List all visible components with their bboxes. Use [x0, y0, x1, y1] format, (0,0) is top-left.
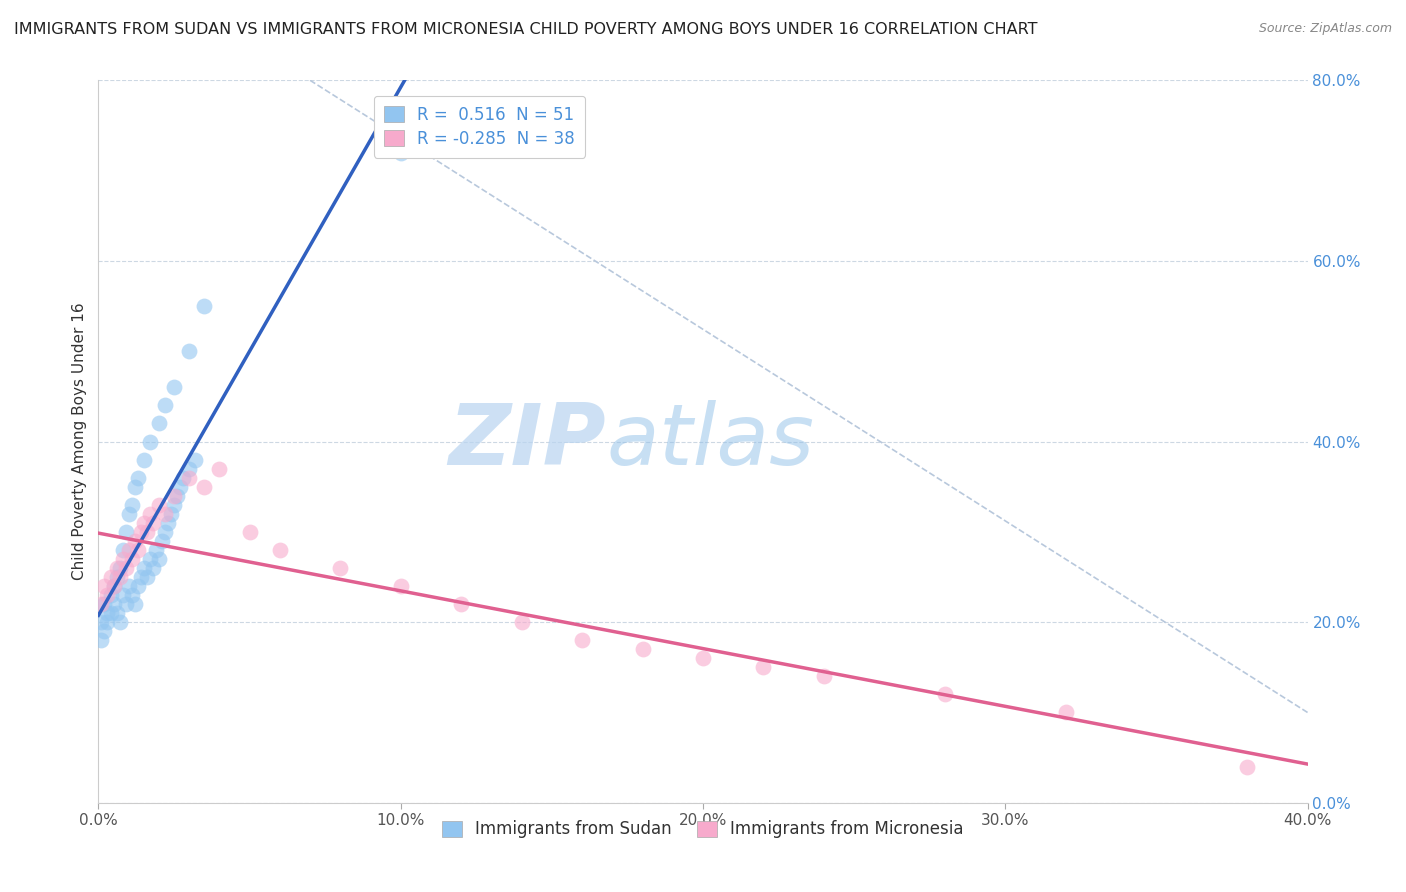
- Point: [135, 524, 157, 539]
- Legend: Immigrants from Sudan, Immigrants from Micronesia: Immigrants from Sudan, Immigrants from M…: [436, 814, 970, 845]
- Point: [114, 561, 136, 575]
- Point: [179, 461, 201, 475]
- Point: [934, 687, 956, 701]
- Point: [129, 524, 152, 539]
- Point: [103, 597, 125, 611]
- Point: [166, 489, 188, 503]
- Point: [163, 380, 186, 394]
- Point: [100, 588, 122, 602]
- Point: [450, 597, 472, 611]
- Point: [132, 516, 155, 530]
- Point: [135, 570, 157, 584]
- Point: [132, 561, 155, 575]
- Point: [163, 489, 186, 503]
- Point: [571, 633, 593, 648]
- Text: IMMIGRANTS FROM SUDAN VS IMMIGRANTS FROM MICRONESIA CHILD POVERTY AMONG BOYS UND: IMMIGRANTS FROM SUDAN VS IMMIGRANTS FROM…: [14, 22, 1038, 37]
- Point: [96, 606, 118, 620]
- Point: [389, 145, 412, 160]
- Point: [631, 642, 654, 657]
- Point: [129, 570, 152, 584]
- Point: [179, 471, 201, 485]
- Point: [148, 552, 170, 566]
- Point: [105, 570, 128, 584]
- Point: [813, 669, 835, 683]
- Point: [132, 452, 155, 467]
- Point: [103, 579, 125, 593]
- Point: [121, 588, 143, 602]
- Point: [153, 524, 176, 539]
- Text: Source: ZipAtlas.com: Source: ZipAtlas.com: [1258, 22, 1392, 36]
- Point: [108, 615, 131, 630]
- Point: [153, 507, 176, 521]
- Point: [93, 624, 115, 639]
- Point: [105, 561, 128, 575]
- Text: ZIP: ZIP: [449, 400, 606, 483]
- Point: [108, 561, 131, 575]
- Point: [145, 542, 167, 557]
- Point: [118, 579, 141, 593]
- Point: [184, 452, 207, 467]
- Point: [124, 480, 146, 494]
- Point: [118, 542, 141, 557]
- Point: [127, 579, 149, 593]
- Point: [193, 480, 215, 494]
- Point: [105, 606, 128, 620]
- Point: [142, 561, 165, 575]
- Y-axis label: Child Poverty Among Boys Under 16: Child Poverty Among Boys Under 16: [72, 302, 87, 581]
- Point: [269, 542, 291, 557]
- Point: [156, 516, 179, 530]
- Point: [1054, 706, 1077, 720]
- Point: [193, 299, 215, 313]
- Point: [90, 597, 112, 611]
- Point: [160, 507, 183, 521]
- Point: [124, 597, 146, 611]
- Point: [510, 615, 533, 630]
- Point: [1236, 760, 1258, 774]
- Point: [179, 344, 201, 359]
- Point: [111, 542, 134, 557]
- Point: [108, 570, 131, 584]
- Point: [163, 498, 186, 512]
- Point: [169, 480, 191, 494]
- Point: [93, 597, 115, 611]
- Point: [389, 579, 412, 593]
- Point: [692, 651, 714, 665]
- Point: [329, 561, 352, 575]
- Point: [96, 588, 118, 602]
- Text: atlas: atlas: [606, 400, 814, 483]
- Point: [124, 533, 146, 548]
- Point: [150, 533, 173, 548]
- Point: [96, 615, 118, 630]
- Point: [142, 516, 165, 530]
- Point: [139, 434, 162, 449]
- Point: [153, 398, 176, 412]
- Point: [752, 660, 775, 674]
- Point: [172, 471, 194, 485]
- Point: [100, 570, 122, 584]
- Point: [100, 606, 122, 620]
- Point: [208, 461, 231, 475]
- Point: [239, 524, 262, 539]
- Point: [103, 579, 125, 593]
- Point: [127, 542, 149, 557]
- Point: [114, 524, 136, 539]
- Point: [118, 507, 141, 521]
- Point: [148, 498, 170, 512]
- Point: [121, 498, 143, 512]
- Point: [127, 471, 149, 485]
- Point: [121, 552, 143, 566]
- Point: [148, 417, 170, 431]
- Point: [90, 615, 112, 630]
- Point: [139, 507, 162, 521]
- Point: [114, 597, 136, 611]
- Point: [139, 552, 162, 566]
- Point: [111, 552, 134, 566]
- Point: [93, 579, 115, 593]
- Point: [90, 633, 112, 648]
- Point: [111, 588, 134, 602]
